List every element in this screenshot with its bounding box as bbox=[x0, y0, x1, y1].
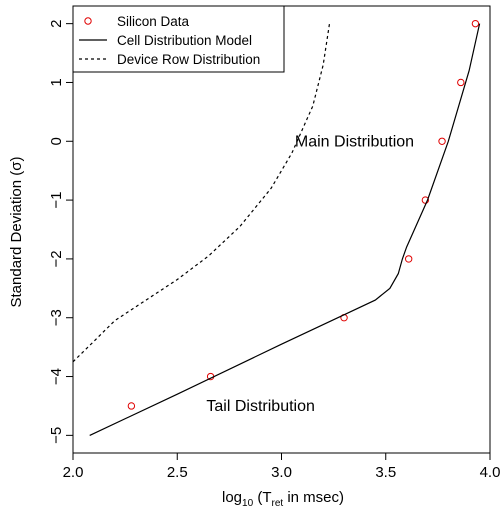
silicon-data-point bbox=[127, 402, 136, 410]
annotation-label: Main Distribution bbox=[295, 133, 414, 150]
silicon-data-point bbox=[421, 196, 430, 204]
silicon-data-point bbox=[404, 255, 413, 263]
x-tick-label: 3.5 bbox=[375, 464, 396, 481]
legend-label: Silicon Data bbox=[117, 14, 190, 29]
y-tick-label: −2 bbox=[48, 250, 65, 267]
annotation-label: Tail Distribution bbox=[206, 398, 314, 415]
legend-label: Device Row Distribution bbox=[117, 52, 260, 67]
x-tick-label: 4.0 bbox=[480, 464, 501, 481]
x-axis-title: log10 (Tret in msec) bbox=[222, 489, 344, 509]
y-tick-label: −5 bbox=[48, 427, 65, 444]
cell-distribution-model-line bbox=[89, 23, 481, 436]
y-tick-label: 1 bbox=[48, 78, 65, 86]
silicon-data-point bbox=[457, 78, 465, 87]
y-tick-label: 0 bbox=[48, 137, 65, 145]
y-axis-title: Standard Deviation (σ) bbox=[8, 156, 25, 307]
silicon-data-point bbox=[471, 19, 480, 28]
silicon-data-point bbox=[438, 137, 446, 145]
plot-frame bbox=[72, 5, 491, 454]
legend-label: Cell Distribution Model bbox=[117, 33, 252, 48]
y-tick-label: −3 bbox=[48, 309, 65, 326]
y-tick-label: −4 bbox=[48, 368, 65, 385]
legend-point-swatch bbox=[84, 17, 92, 25]
device-row-distribution-line bbox=[73, 23, 331, 363]
y-tick-label: 2 bbox=[48, 19, 65, 27]
x-tick-label: 2.0 bbox=[63, 464, 84, 481]
x-tick-label: 2.5 bbox=[167, 464, 188, 481]
legend-box bbox=[72, 5, 285, 73]
x-tick-label: 3.0 bbox=[271, 464, 292, 481]
y-tick-label: −1 bbox=[48, 192, 65, 209]
